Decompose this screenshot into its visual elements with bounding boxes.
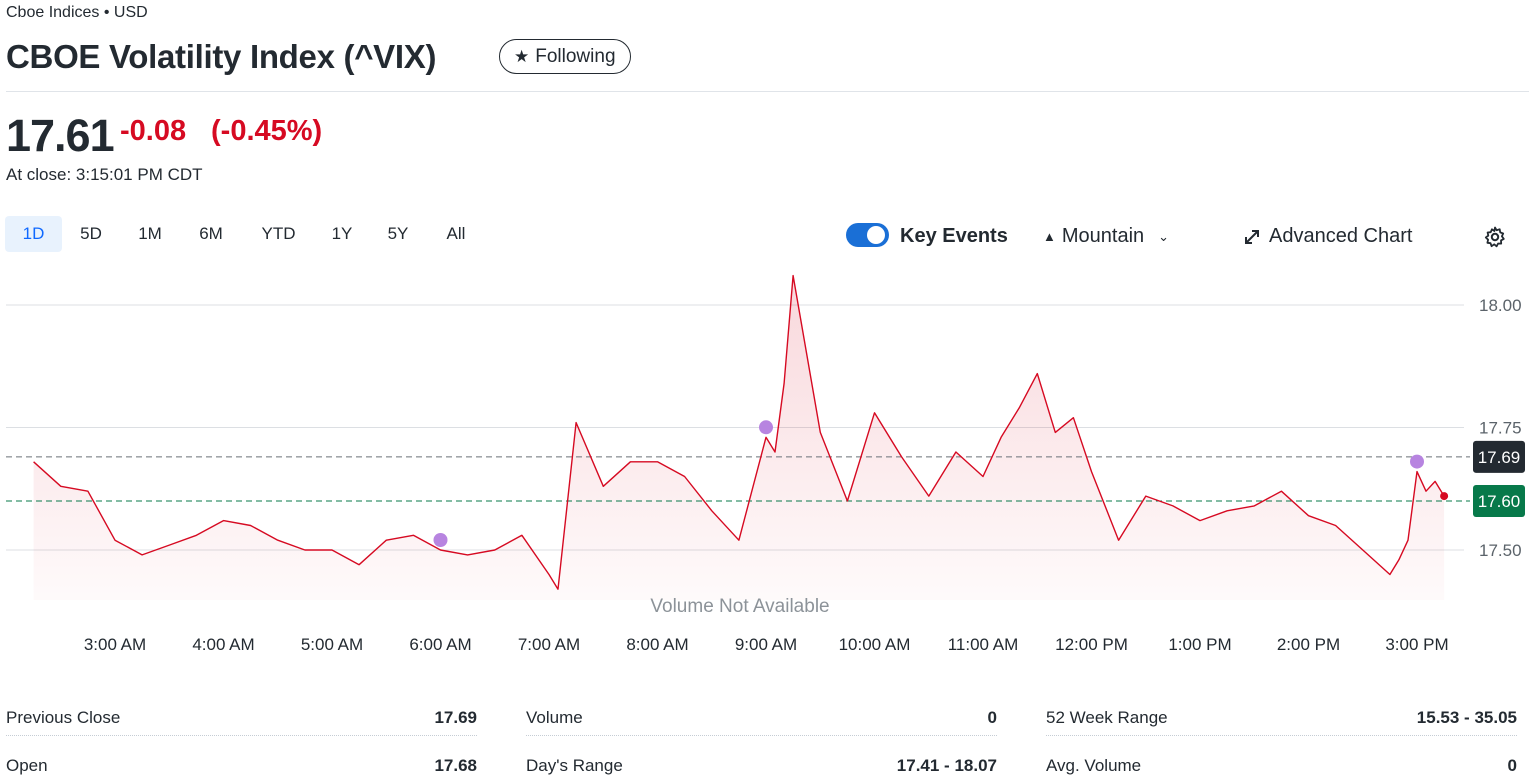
page-title: CBOE Volatility Index (^VIX) xyxy=(6,38,437,75)
price-change-percent: (-0.45%) xyxy=(211,115,323,147)
chart-type-label: Mountain xyxy=(1061,225,1145,247)
stat-value: 17.69 xyxy=(434,707,477,727)
x-tick-label: 6:00 AM xyxy=(409,635,471,654)
x-tick-label: 12:00 PM xyxy=(1055,635,1128,654)
x-tick-label: 8:00 AM xyxy=(626,635,688,654)
range-1m-button[interactable]: 1M xyxy=(138,224,162,243)
price-chart[interactable]: 18.00 17.75 17.50 17.69 17.60 Volume Not Avai… xyxy=(0,270,1529,670)
stat-open: Open 17.68 xyxy=(6,748,477,780)
exchange-label: Cboe Indices • USD xyxy=(6,4,148,21)
last-price-dot xyxy=(1440,492,1449,501)
range-all-button[interactable]: All xyxy=(446,224,466,243)
header-divider xyxy=(6,91,1529,92)
key-events-toggle[interactable] xyxy=(846,223,889,247)
range-1y-button[interactable]: 1Y xyxy=(331,224,353,243)
stat-label: Volume xyxy=(526,707,583,727)
range-5y-button[interactable]: 5Y xyxy=(387,224,409,243)
x-tick-label: 11:00 AM xyxy=(948,635,1019,654)
y-tick-label: 17.50 xyxy=(1479,541,1522,560)
range-ytd-button[interactable]: YTD xyxy=(261,224,296,243)
x-tick-label: 3:00 AM xyxy=(84,635,146,654)
x-tick-label: 10:00 AM xyxy=(839,635,911,654)
y-tick-label: 18.00 xyxy=(1479,296,1522,315)
stat-value: 17.41 - 18.07 xyxy=(896,755,997,775)
price-change: -0.08 xyxy=(120,115,187,147)
x-tick-label: 1:00 PM xyxy=(1168,635,1231,654)
stat-52-week-range: 52 Week Range 15.53 - 35.05 xyxy=(1046,700,1517,736)
stat-label: Day's Range xyxy=(526,755,623,775)
key-event-marker xyxy=(759,420,773,435)
x-tick-label: 4:00 AM xyxy=(192,635,254,654)
range-5d-button[interactable]: 5D xyxy=(80,224,102,243)
x-tick-label: 3:00 PM xyxy=(1385,635,1448,654)
mountain-icon: ▲ xyxy=(1043,229,1056,244)
stat-volume: Volume 0 xyxy=(526,700,997,736)
stat-value: 15.53 - 35.05 xyxy=(1416,707,1517,727)
volume-not-available-label: Volume Not Available xyxy=(650,596,829,617)
range-6m-button[interactable]: 6M xyxy=(199,224,223,243)
following-label: Following xyxy=(535,45,616,67)
current-price: 17.61 xyxy=(6,110,115,161)
stat-label: Open xyxy=(6,755,48,775)
previous-close-badge-text: 17.69 xyxy=(1478,448,1521,467)
stat-avg-volume: Avg. Volume 0 xyxy=(1046,748,1517,780)
close-time: At close: 3:15:01 PM CDT xyxy=(6,165,203,184)
range-1d-button[interactable]: 1D xyxy=(5,216,62,252)
stat-days-range: Day's Range 17.41 - 18.07 xyxy=(526,748,997,780)
current-price-badge-box xyxy=(1473,485,1525,517)
range-selector: 1D 5D 1M 6M YTD 1Y 5Y All xyxy=(5,216,485,252)
previous-close-badge-box xyxy=(1473,440,1525,473)
area-fill xyxy=(33,275,1445,600)
advanced-chart-button[interactable]: Advanced Chart xyxy=(1243,225,1412,248)
stat-label: 52 Week Range xyxy=(1046,707,1168,727)
key-events-label: Key Events xyxy=(900,225,1008,247)
stat-previous-close: Previous Close 17.69 xyxy=(6,700,477,736)
x-tick-label: 7:00 AM xyxy=(518,635,580,654)
y-tick-label: 17.75 xyxy=(1479,419,1522,438)
stat-value: 17.68 xyxy=(434,755,477,775)
x-tick-label: 2:00 PM xyxy=(1277,635,1340,654)
x-tick-label: 9:00 AM xyxy=(735,635,797,654)
stat-value: 0 xyxy=(987,707,997,727)
expand-icon xyxy=(1245,229,1259,244)
star-icon: ★ xyxy=(514,46,530,66)
gear-icon[interactable] xyxy=(1483,225,1507,249)
stat-value: 0 xyxy=(1507,755,1517,775)
chevron-down-icon: ⌄ xyxy=(1158,228,1170,244)
chart-type-dropdown[interactable]: ▲ Mountain ⌄ xyxy=(1043,225,1169,248)
current-price-badge-text: 17.60 xyxy=(1478,492,1521,511)
advanced-chart-label: Advanced Chart xyxy=(1269,225,1413,247)
stat-label: Avg. Volume xyxy=(1046,755,1142,775)
following-button[interactable]: ★ Following xyxy=(499,39,631,74)
toggle-knob xyxy=(867,226,885,244)
stat-label: Previous Close xyxy=(6,707,121,727)
x-tick-label: 5:00 AM xyxy=(301,635,363,654)
key-event-marker xyxy=(433,533,448,547)
price-series-line xyxy=(33,274,1445,590)
key-event-marker xyxy=(1410,454,1424,469)
